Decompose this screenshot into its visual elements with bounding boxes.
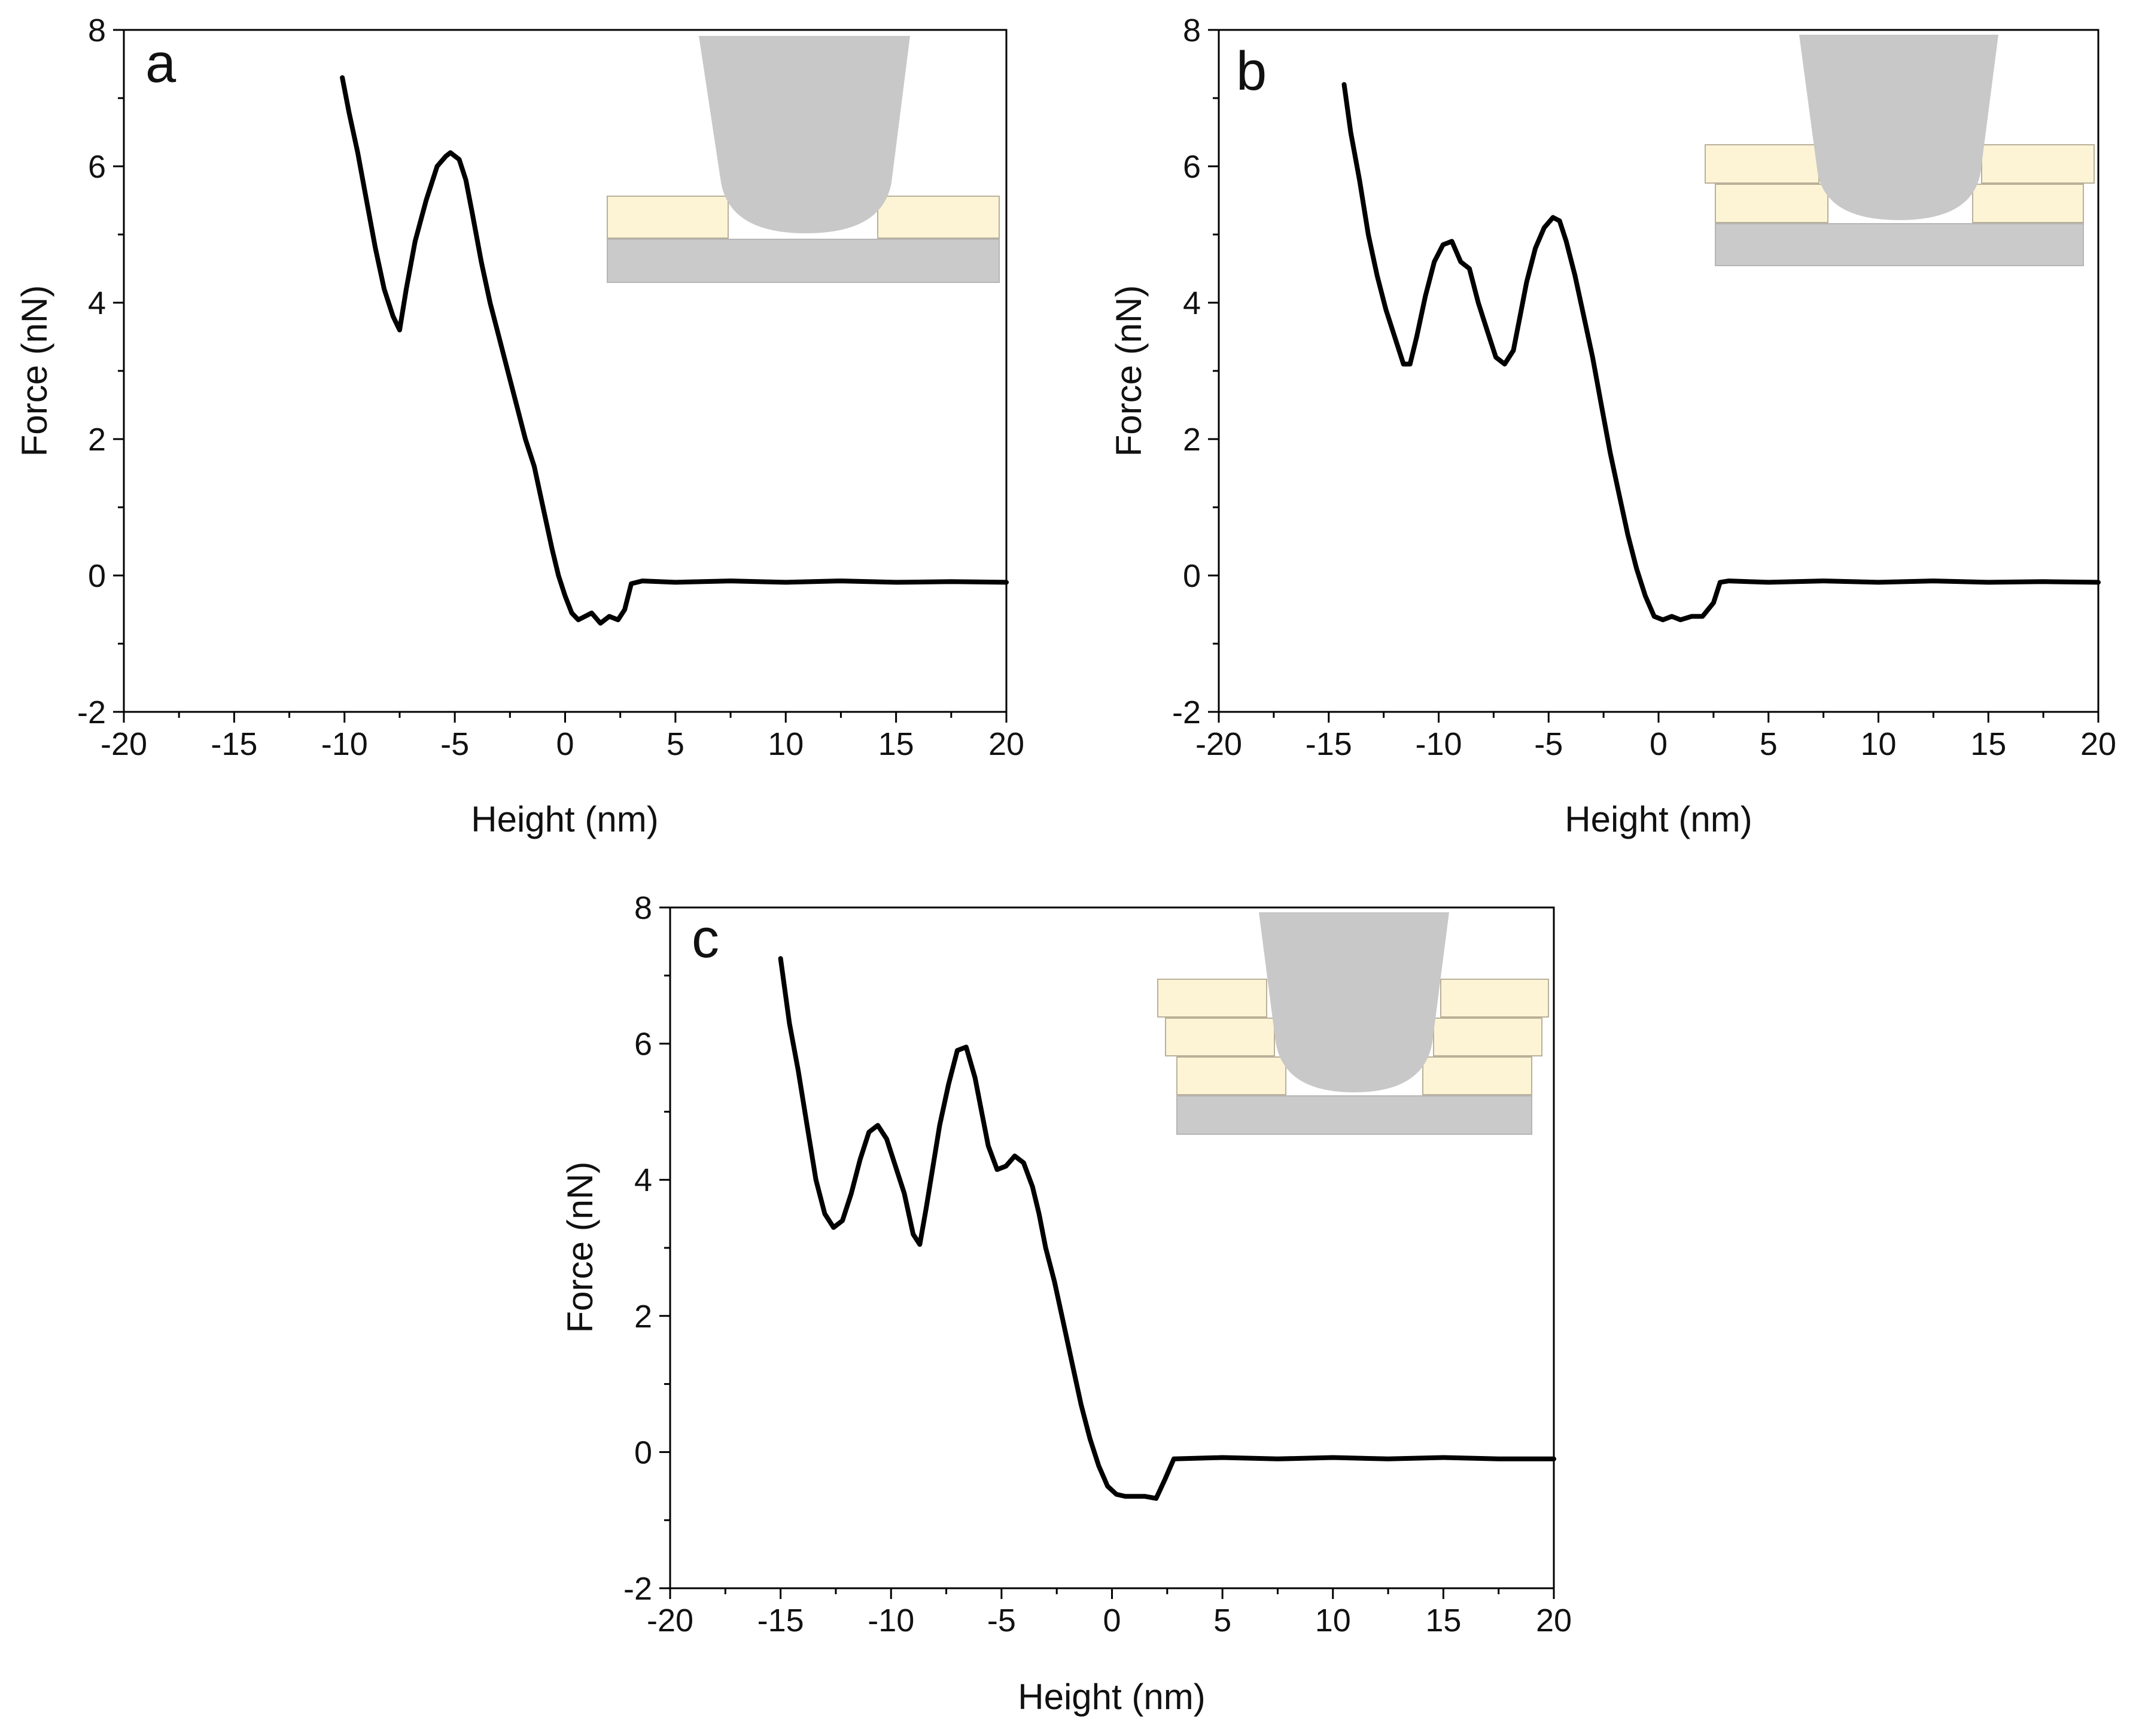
x-tick-labels: -20 -15 -10 -5 0 5 10 15 20 (101, 726, 1024, 762)
panel-label: a (145, 33, 177, 94)
nanosheet-layer (1176, 1056, 1286, 1095)
x-tick-label: -20 (647, 1603, 693, 1638)
x-tick-label: 0 (556, 726, 574, 762)
nanosheet-layer (877, 196, 1000, 239)
y-tick-label: 8 (634, 890, 652, 926)
nanosheet-layer (1715, 184, 1828, 223)
x-tick-label: 10 (1315, 1603, 1351, 1638)
nanosheet-layer (1422, 1056, 1532, 1095)
x-tick-label: -15 (757, 1603, 804, 1638)
substrate (1715, 223, 2084, 266)
x-axis-label: Height (nm) (1565, 799, 1752, 839)
force-curve-b (1341, 82, 2101, 623)
x-tick-label: -5 (1534, 726, 1563, 762)
x-tick-label: 15 (1970, 726, 2006, 762)
nanosheet-layer (1705, 144, 1819, 184)
y-tick-labels: -2 0 2 4 6 8 (1172, 13, 1201, 730)
x-tick-label: 20 (2080, 726, 2116, 762)
x-tick-label: -10 (321, 726, 368, 762)
x-tick-label: -20 (101, 726, 147, 762)
y-axis-label: Force (nN) (14, 285, 54, 457)
y-tick-label: -2 (1172, 695, 1201, 730)
y-tick-labels: -2 0 2 4 6 8 (623, 890, 652, 1607)
y-tick-labels: -2 0 2 4 6 8 (77, 13, 106, 730)
substrate (607, 239, 1000, 283)
y-tick-label: 2 (88, 422, 106, 458)
x-tick-label: 0 (1650, 726, 1668, 762)
y-tick-label: 8 (88, 13, 106, 48)
x-tick-label: -15 (211, 726, 257, 762)
x-tick-label: 5 (1213, 1603, 1231, 1638)
x-ticks (1218, 712, 2100, 723)
force-curve-a (340, 75, 1009, 626)
x-tick-label: 5 (667, 726, 684, 762)
y-tick-label: 2 (1183, 422, 1201, 458)
x-tick-label: -15 (1306, 726, 1352, 762)
x-tick-label: -20 (1195, 726, 1242, 762)
nanosheet-layer (1433, 1018, 1542, 1056)
y-ticks (659, 906, 670, 1589)
substrate (1176, 1095, 1532, 1135)
y-tick-label: -2 (623, 1571, 652, 1607)
y-tick-label: 4 (634, 1162, 652, 1198)
y-tick-label: 8 (1183, 13, 1201, 48)
x-tick-label: -5 (987, 1603, 1016, 1638)
x-tick-label: 5 (1760, 726, 1778, 762)
nanosheet-layer (1972, 184, 2084, 223)
afm-tip (699, 36, 910, 233)
y-tick-label: 6 (1183, 149, 1201, 185)
x-axis-label: Height (nm) (1018, 1677, 1205, 1717)
y-axis-label: Force (nN) (1109, 285, 1149, 457)
x-tick-label: 0 (1103, 1603, 1121, 1638)
y-tick-label: 0 (634, 1435, 652, 1470)
x-axis-label: Height (nm) (471, 799, 658, 839)
x-tick-labels: -20 -15 -10 -5 0 5 10 15 20 (647, 1603, 1572, 1638)
x-tick-label: 10 (1860, 726, 1896, 762)
panel-label: b (1236, 41, 1267, 102)
y-tick-label: 2 (634, 1299, 652, 1335)
x-tick-label: -10 (868, 1603, 914, 1638)
nanosheet-layer (607, 196, 729, 239)
x-tick-label: -10 (1415, 726, 1462, 762)
x-tick-label: 20 (988, 726, 1024, 762)
x-ticks (669, 1588, 1555, 1599)
inset-schematic (607, 36, 1000, 283)
nanosheet-layer (1165, 1018, 1275, 1056)
y-tick-label: -2 (77, 695, 106, 730)
force-curve-c (778, 956, 1556, 1501)
y-tick-label: 6 (88, 149, 106, 185)
x-tick-label: -5 (440, 726, 469, 762)
inset-schematic (1705, 35, 2095, 266)
y-tick-label: 0 (1183, 558, 1201, 594)
y-ticks (1208, 29, 1219, 713)
panel-label: c (692, 908, 719, 969)
y-tick-label: 4 (1183, 285, 1201, 321)
nanosheet-layer (1440, 979, 1549, 1018)
afm-tip (1259, 912, 1449, 1092)
y-tick-label: 4 (88, 285, 106, 321)
y-ticks (113, 29, 124, 713)
y-tick-label: 6 (634, 1027, 652, 1062)
y-axis-label: Force (nN) (560, 1162, 600, 1333)
x-tick-label: 10 (768, 726, 804, 762)
inset-schematic (1157, 912, 1549, 1135)
nanosheet-layer (1981, 144, 2095, 184)
afm-tip (1799, 35, 1998, 220)
x-tick-label: 20 (1536, 1603, 1572, 1638)
x-ticks (123, 712, 1008, 723)
x-tick-labels: -20 -15 -10 -5 0 5 10 15 20 (1195, 726, 2116, 762)
y-tick-label: 0 (88, 558, 106, 594)
x-tick-label: 15 (878, 726, 914, 762)
x-tick-label: 15 (1425, 1603, 1461, 1638)
nanosheet-layer (1157, 979, 1267, 1018)
